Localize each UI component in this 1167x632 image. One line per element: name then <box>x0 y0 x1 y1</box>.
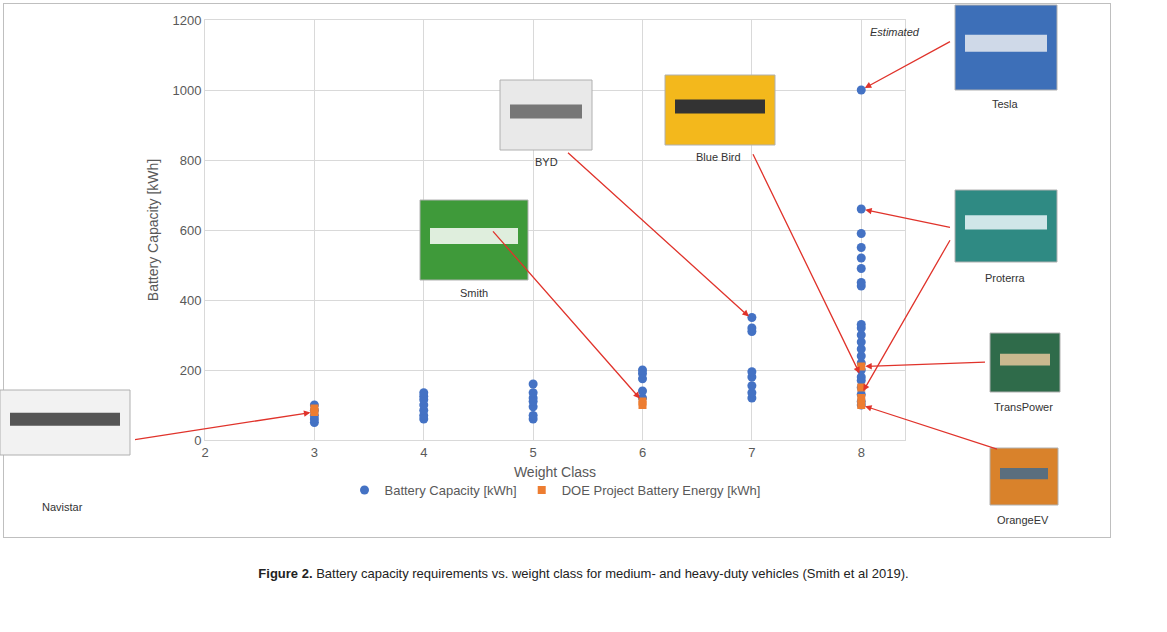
svg-text:BYD: BYD <box>535 156 558 168</box>
svg-text:Blue Bird: Blue Bird <box>696 151 741 163</box>
svg-text:Estimated: Estimated <box>870 26 920 38</box>
svg-text:8: 8 <box>858 445 865 460</box>
svg-text:4: 4 <box>420 445 427 460</box>
svg-text:Smith: Smith <box>460 287 488 299</box>
svg-text:0: 0 <box>194 433 201 448</box>
svg-text:Battery Capacity [kWh]: Battery Capacity [kWh] <box>385 483 517 498</box>
svg-text:OrangeEV: OrangeEV <box>997 514 1049 526</box>
svg-text:600: 600 <box>180 223 202 238</box>
svg-text:800: 800 <box>180 153 202 168</box>
svg-text:6: 6 <box>639 445 646 460</box>
svg-text:3: 3 <box>311 445 318 460</box>
svg-text:Weight Class: Weight Class <box>514 464 596 480</box>
svg-text:1000: 1000 <box>172 83 201 98</box>
svg-text:7: 7 <box>748 445 755 460</box>
svg-text:400: 400 <box>180 293 202 308</box>
svg-text:5: 5 <box>530 445 537 460</box>
svg-text:200: 200 <box>180 363 202 378</box>
svg-text:Navistar: Navistar <box>42 501 83 513</box>
svg-text:Proterra: Proterra <box>985 272 1026 284</box>
svg-text:Tesla: Tesla <box>992 98 1019 110</box>
svg-text:2: 2 <box>201 445 208 460</box>
svg-text:DOE Project Battery Energy [kW: DOE Project Battery Energy [kWh] <box>562 483 761 498</box>
html-text:Figure 2. Battery capacity req: Figure 2. Battery capacity requirements … <box>258 566 909 581</box>
svg-text:TransPower: TransPower <box>994 401 1053 413</box>
svg-text:1200: 1200 <box>172 13 201 28</box>
svg-text:Battery Capacity [kWh]: Battery Capacity [kWh] <box>145 159 161 301</box>
